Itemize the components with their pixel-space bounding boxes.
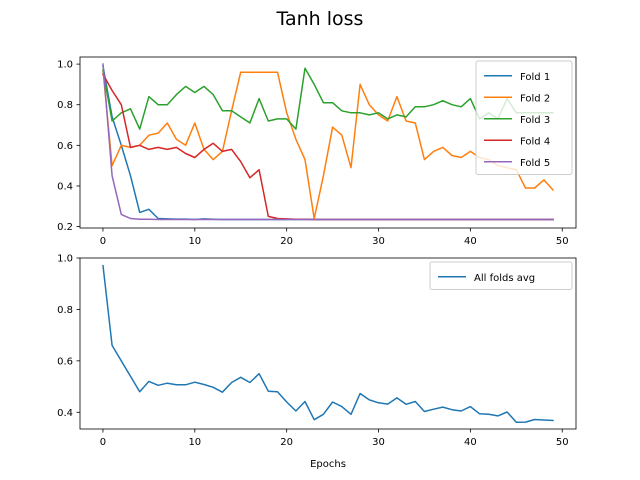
series-lines	[102, 264, 554, 424]
legend-label: Fold 5	[520, 158, 550, 169]
bottom-panel-average-loss: 0 10 20 30 40 50 0.4 0.6 0.8 1.0 All folds avg	[57, 254, 577, 448]
y-tick-label: 0.8	[57, 100, 73, 111]
y-tick-label: 1.0	[57, 60, 73, 71]
x-tick-label: 10	[188, 437, 201, 448]
x-tick-label: 30	[372, 437, 385, 448]
series-lines	[101, 63, 555, 221]
y-tick-label: 0.2	[57, 222, 73, 233]
x-tick-label: 10	[188, 236, 201, 247]
legend-box	[475, 60, 573, 175]
x-tick-label: 30	[372, 236, 385, 247]
x-tick-label: 50	[556, 437, 569, 448]
x-tick-label: 0	[100, 236, 106, 247]
legend-label: All folds avg	[474, 273, 535, 284]
y-tick-label: 0.6	[57, 141, 73, 152]
x-tick-label: 20	[280, 437, 293, 448]
series-line-all-folds-avg	[102, 264, 554, 424]
x-tick-label: 40	[464, 437, 477, 448]
y-tick-label: 1.0	[57, 254, 73, 265]
x-tick-label: 40	[464, 236, 477, 247]
legend-label: Fold 2	[520, 93, 550, 104]
axes-frame	[79, 56, 577, 229]
legend: Fold 1 Fold 2 Fold 3 Fold 4 Fold 5	[475, 60, 573, 175]
x-axis-label: Epochs	[310, 459, 346, 470]
x-tick-label: 0	[100, 437, 106, 448]
axes-frame	[79, 257, 577, 430]
y-tick-label: 0.4	[57, 181, 73, 192]
x-tick-label: 50	[556, 236, 569, 247]
y-tick-label: 0.6	[57, 356, 73, 367]
figure-title: Tanh loss	[276, 8, 364, 30]
series-line-fold-5	[102, 63, 554, 221]
legend-label: Fold 3	[520, 115, 550, 126]
legend: All folds avg	[429, 261, 573, 290]
y-tick-label: 0.4	[57, 408, 73, 419]
x-tick-label: 20	[280, 236, 293, 247]
legend-label: Fold 4	[520, 136, 550, 147]
legend-box	[429, 261, 573, 290]
legend-label: Fold 1	[520, 72, 550, 83]
y-tick-label: 0.8	[57, 305, 73, 316]
